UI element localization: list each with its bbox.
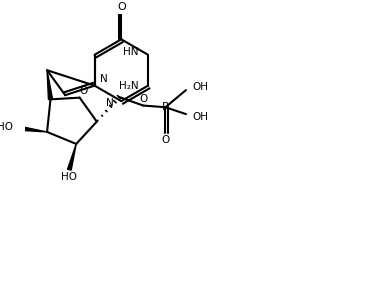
Text: N: N — [100, 74, 108, 84]
Text: N: N — [106, 98, 114, 108]
Text: O: O — [117, 2, 126, 12]
Text: HO: HO — [61, 172, 78, 182]
Text: HN: HN — [123, 47, 138, 57]
Text: OH: OH — [192, 112, 208, 122]
Text: P: P — [162, 102, 169, 112]
Text: O: O — [139, 94, 148, 104]
Text: OH: OH — [192, 82, 208, 92]
Polygon shape — [68, 144, 76, 170]
Text: H₂N: H₂N — [119, 81, 138, 91]
Text: HO: HO — [0, 122, 13, 132]
Polygon shape — [21, 127, 47, 132]
Text: O: O — [161, 135, 170, 145]
Text: O: O — [79, 86, 87, 96]
Polygon shape — [47, 70, 53, 100]
